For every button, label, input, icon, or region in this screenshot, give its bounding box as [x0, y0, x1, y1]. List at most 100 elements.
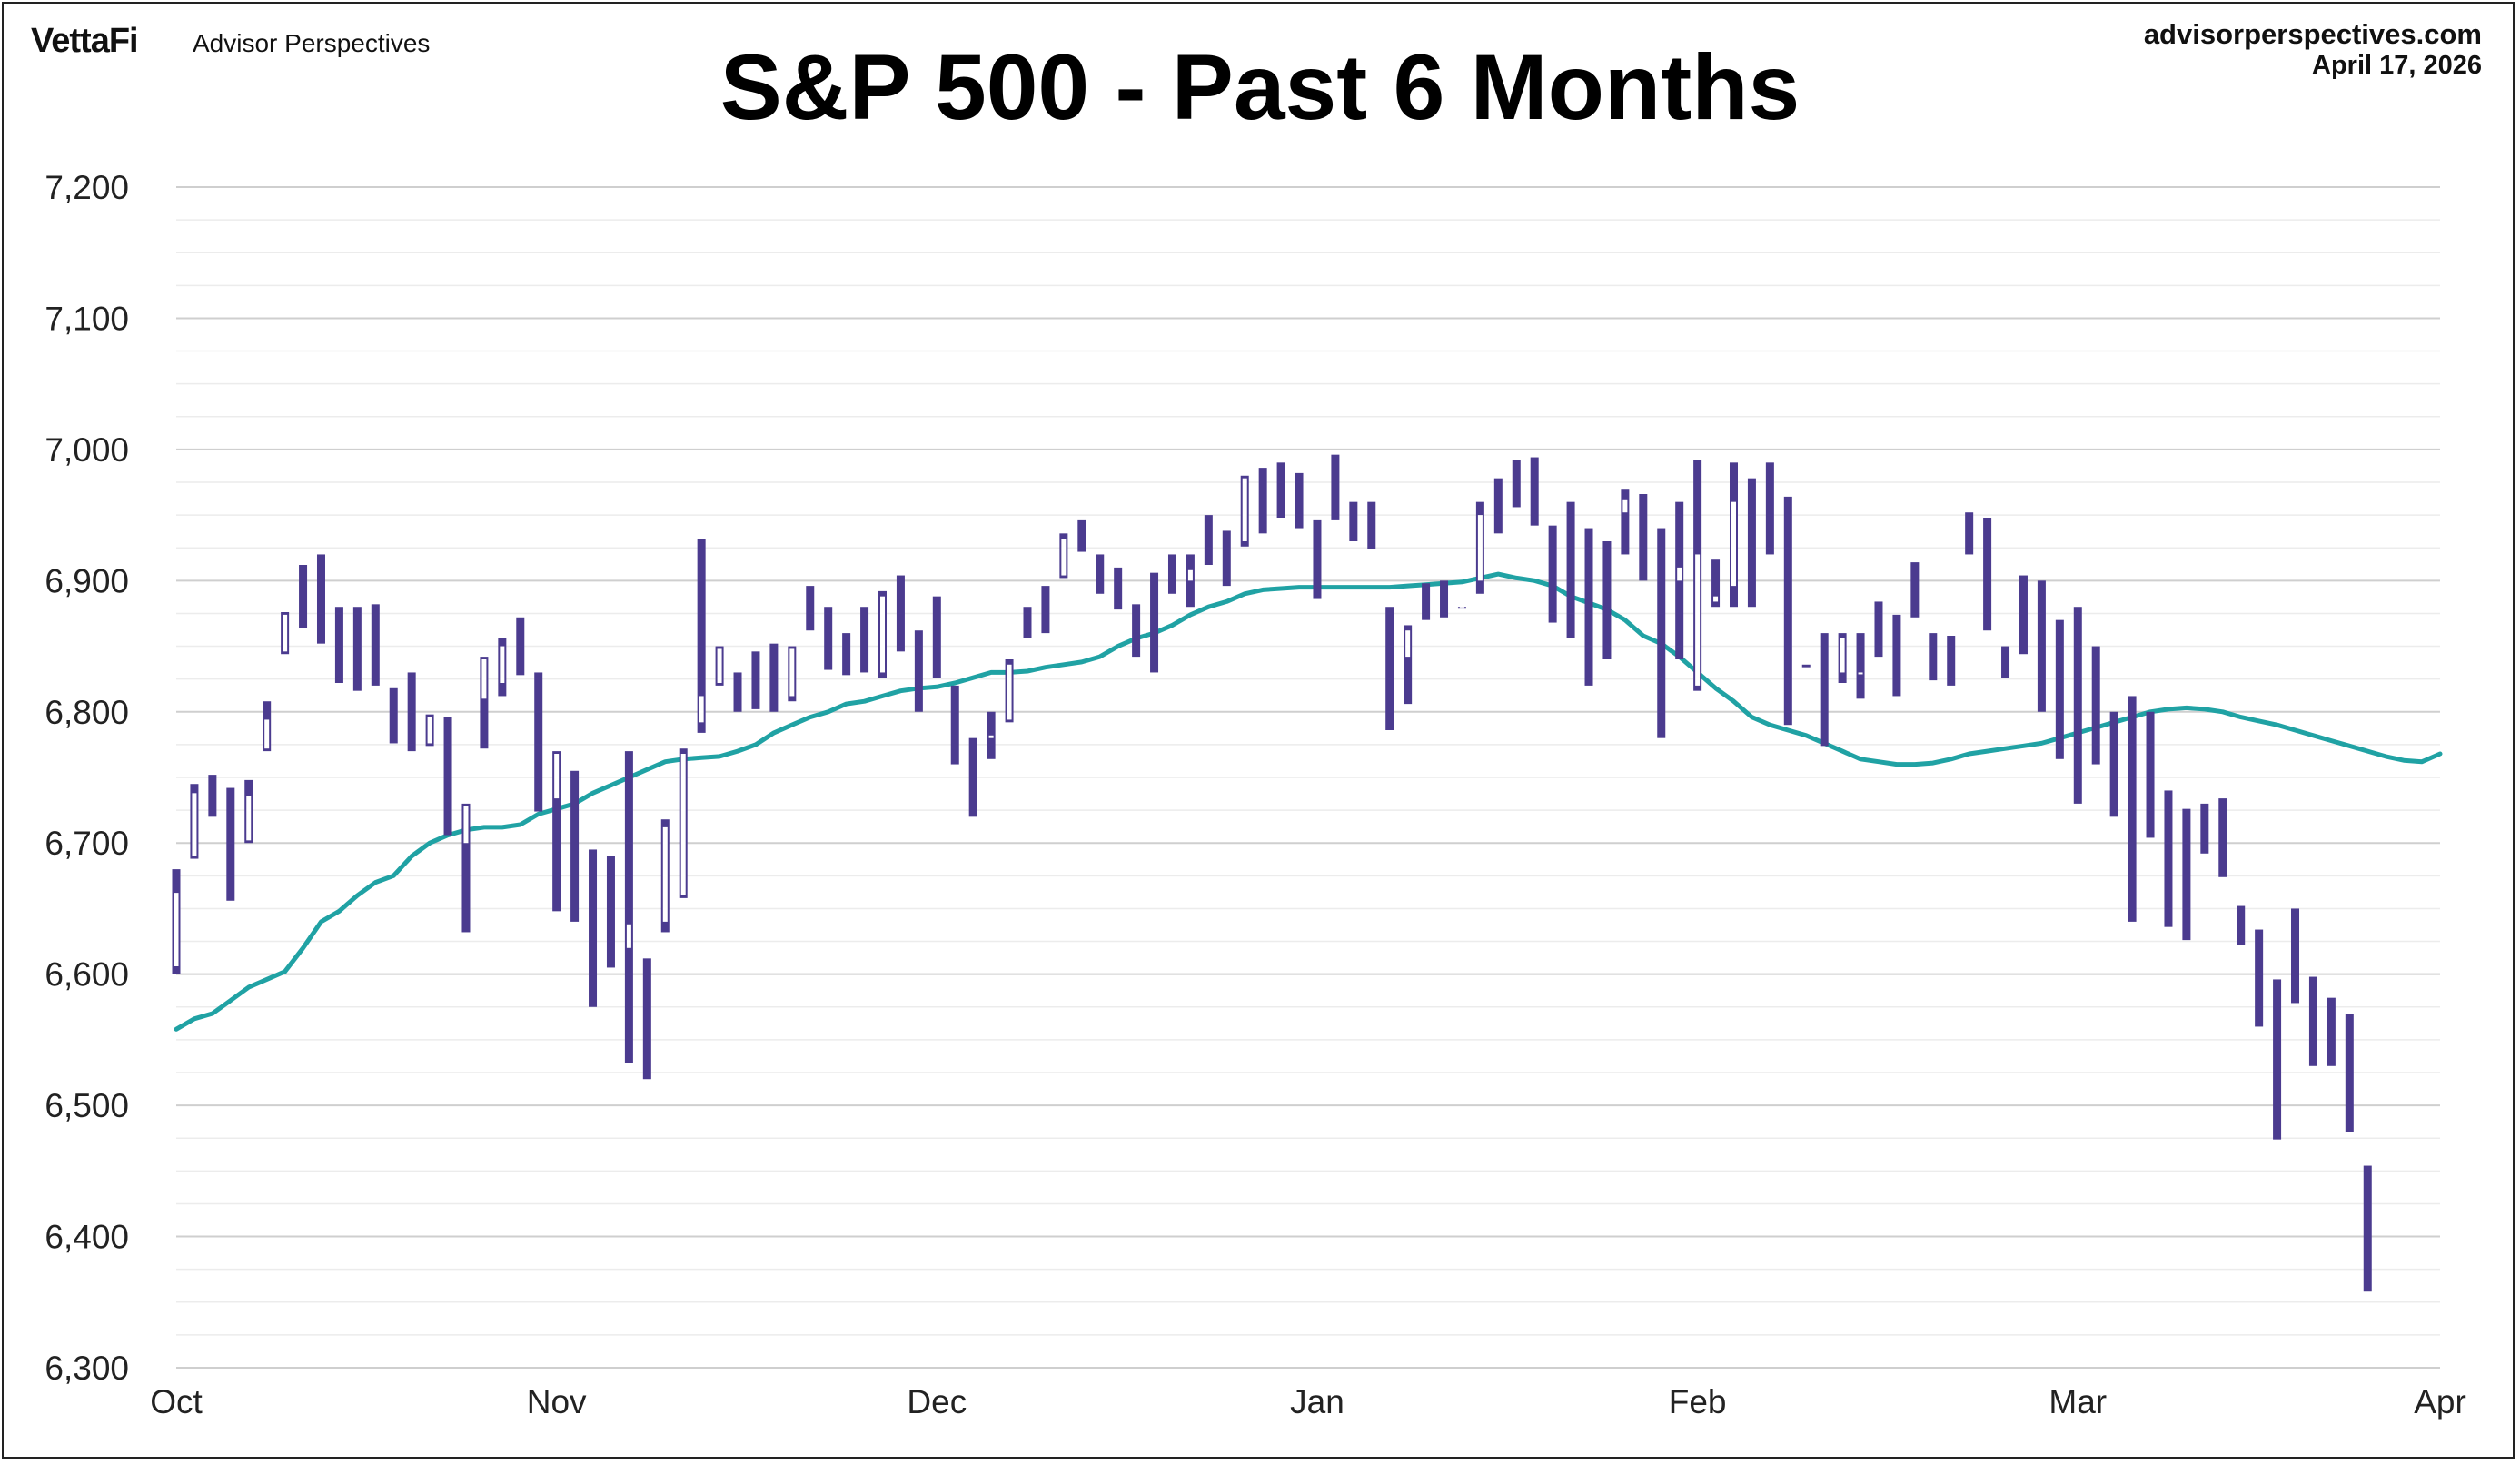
- bar-range: [1874, 601, 1883, 658]
- bar-range: [2128, 696, 2137, 922]
- brand-logo-text: VettaFi: [31, 22, 139, 60]
- x-axis: Oct Nov Dec Jan Feb Mar Apr: [150, 1383, 2466, 1420]
- candlestick-bar: [1947, 636, 1956, 686]
- y-tick-label: 7,000: [45, 431, 129, 469]
- candlestick-bar: [1747, 478, 1756, 608]
- bar-range: [697, 539, 706, 733]
- bar-up-body: [1677, 567, 1682, 581]
- bar-range: [1023, 607, 1032, 638]
- bar-range: [1783, 496, 1792, 726]
- bar-up-body: [174, 893, 179, 966]
- candlestick-bar: [1675, 501, 1684, 659]
- bar-range: [606, 856, 615, 968]
- bar-range: [1801, 664, 1811, 668]
- bar-range: [1947, 636, 1956, 686]
- bar-range: [751, 651, 760, 709]
- bar-range: [2291, 908, 2300, 1004]
- bar-range: [1385, 607, 1394, 730]
- bar-up-body: [264, 719, 270, 749]
- candlestick-bars: [172, 454, 2372, 1292]
- bar-range: [1204, 515, 1213, 565]
- candlestick-bar: [461, 803, 471, 933]
- candlestick-bar: [2128, 696, 2137, 922]
- bar-range: [968, 737, 977, 817]
- bar-range: [2073, 607, 2082, 804]
- bar-up-body: [626, 924, 631, 948]
- candlestick-bar: [1240, 475, 1249, 547]
- bar-range: [1566, 501, 1575, 638]
- bar-up-body: [1242, 478, 1247, 541]
- bar-range: [1404, 625, 1413, 705]
- candlestick-bar: [1041, 586, 1050, 634]
- candlestick-bar: [2164, 790, 2173, 927]
- bar-range: [352, 607, 362, 691]
- candlestick-bar: [1222, 530, 1231, 587]
- candlestick-bar: [697, 539, 706, 733]
- y-tick-label: 6,700: [45, 825, 129, 862]
- candlestick-bar: [190, 784, 199, 859]
- bar-up-body: [699, 696, 704, 723]
- bar-range: [334, 607, 343, 683]
- candlestick-bar: [226, 787, 235, 901]
- bar-up-body: [554, 754, 560, 799]
- bar-range: [1422, 583, 1431, 620]
- bar-up-body: [1477, 515, 1483, 581]
- candlestick-bar: [987, 711, 996, 759]
- bar-up-body: [1713, 596, 1719, 602]
- bar-range: [534, 672, 543, 812]
- y-tick-label: 6,300: [45, 1350, 129, 1387]
- bar-range: [316, 554, 325, 644]
- candlestick-bar: [1367, 501, 1376, 549]
- candlestick-bar: [751, 651, 760, 709]
- bar-range: [769, 643, 779, 712]
- candlestick-bar: [2308, 976, 2317, 1066]
- bar-range: [1711, 559, 1721, 608]
- bar-range: [516, 617, 525, 676]
- candlestick-bar: [914, 630, 923, 712]
- candlestick-bar: [1765, 462, 1774, 555]
- bar-range: [1820, 633, 1829, 747]
- candlestick-bar: [480, 657, 489, 749]
- bar-range: [389, 687, 398, 744]
- y-tick-label: 6,600: [45, 956, 129, 994]
- bar-range: [407, 672, 416, 752]
- candlestick-bar: [2182, 808, 2191, 941]
- bar-range: [733, 672, 742, 712]
- bar-range: [371, 604, 380, 686]
- bar-range: [1349, 501, 1358, 541]
- bar-range: [896, 575, 905, 652]
- candlestick-bar: [1023, 607, 1032, 638]
- y-tick-label: 6,500: [45, 1087, 129, 1124]
- candlestick-bar: [1440, 580, 1449, 618]
- candlestick-bar: [1077, 519, 1086, 552]
- bar-range: [1584, 528, 1593, 686]
- bar-range: [1367, 501, 1376, 549]
- candlestick-bar: [606, 856, 615, 968]
- bar-range: [2273, 979, 2282, 1140]
- y-tick-label: 6,400: [45, 1219, 129, 1256]
- x-tick-label: Nov: [527, 1383, 587, 1420]
- bar-range: [552, 751, 561, 912]
- bar-up-body: [283, 614, 288, 652]
- bar-up-body: [1731, 501, 1736, 587]
- bar-range: [461, 803, 471, 933]
- bar-up-body: [463, 806, 469, 844]
- candlestick-bar: [2218, 798, 2227, 877]
- candlestick-bar: [2345, 1014, 2354, 1132]
- candlestick-bar: [1167, 554, 1176, 594]
- bar-range: [1493, 478, 1503, 534]
- x-tick-label: Oct: [150, 1383, 203, 1420]
- candlestick-bar: [842, 633, 851, 676]
- bar-range: [1910, 562, 1920, 618]
- candlestick-bar: [769, 643, 779, 712]
- bar-range: [2218, 798, 2227, 877]
- candlestick-bar: [733, 672, 742, 712]
- candlestick-bar: [1801, 664, 1811, 668]
- candlestick-bar: [679, 748, 688, 898]
- candlestick-bar: [660, 819, 670, 933]
- bar-up-body: [1695, 554, 1701, 686]
- bar-range: [1512, 460, 1521, 508]
- candlestick-bar: [1313, 519, 1322, 599]
- candlestick-bar: [2055, 619, 2064, 759]
- y-tick-label: 7,100: [45, 300, 129, 337]
